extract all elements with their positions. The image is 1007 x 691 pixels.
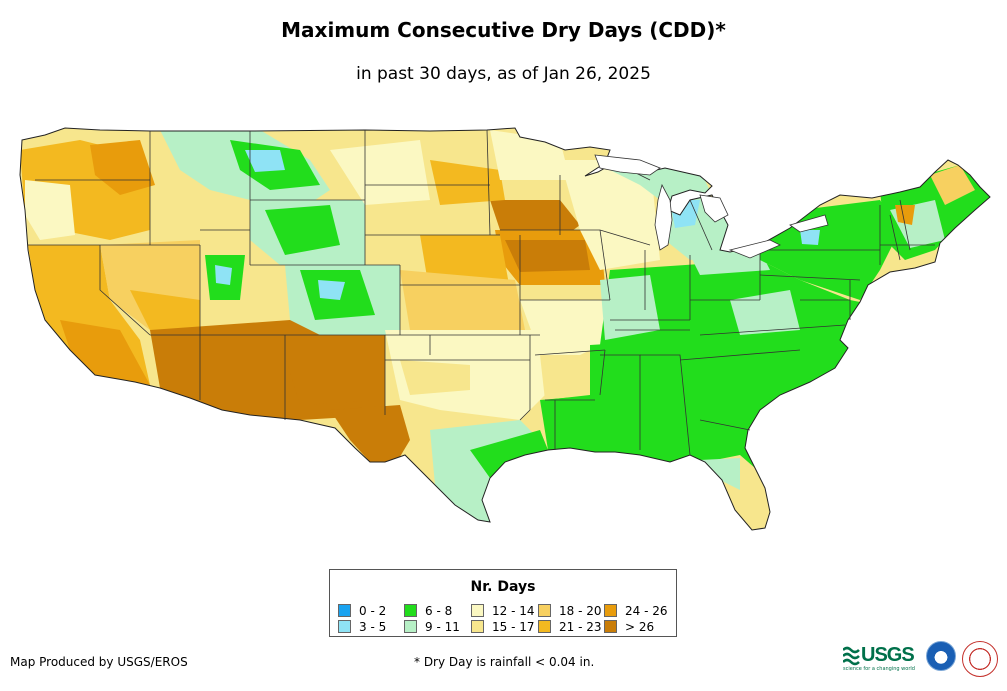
cdd-fill [20, 128, 990, 530]
legend-item: 0 - 2 [338, 604, 386, 618]
usgs-tagline: science for a changing world [843, 666, 915, 672]
legend-swatch [471, 604, 484, 617]
noaa-logo [926, 641, 956, 671]
legend-swatch [538, 620, 551, 633]
legend-item: 24 - 26 [604, 604, 668, 618]
legend-item: 15 - 17 [471, 620, 535, 634]
legend-label: 21 - 23 [559, 620, 602, 634]
legend-item: 12 - 14 [471, 604, 535, 618]
usgs-wave-icon [843, 646, 860, 666]
usgs-logo: USGS science for a changing world [843, 644, 919, 672]
usgs-wordmark: USGS [861, 644, 915, 666]
legend-item: 6 - 8 [404, 604, 452, 618]
great-lakes [594, 154, 829, 259]
legend-label: 24 - 26 [625, 604, 668, 618]
map-title: Maximum Consecutive Dry Days (CDD)* [281, 18, 726, 42]
legend-label: > 26 [625, 620, 655, 634]
footnote-text: * Dry Day is rainfall < 0.04 in. [414, 655, 595, 669]
nws-logo [962, 641, 998, 677]
legend-label: 9 - 11 [425, 620, 460, 634]
legend-item: 21 - 23 [538, 620, 602, 634]
legend-swatch [404, 604, 417, 617]
legend-label: 6 - 8 [425, 604, 453, 618]
legend-title: Nr. Days [470, 579, 536, 595]
legend-item: 9 - 11 [404, 620, 460, 634]
legend: Nr. Days 0 - 2 3 - 5 6 - 8 9 - 11 12 - 1… [329, 569, 677, 637]
credit-text: Map Produced by USGS/EROS [10, 655, 188, 669]
legend-item: 3 - 5 [338, 620, 386, 634]
legend-swatch [604, 620, 617, 633]
legend-label: 3 - 5 [359, 620, 387, 634]
legend-item: 18 - 20 [538, 604, 602, 618]
legend-item: > 26 [604, 620, 654, 634]
legend-label: 18 - 20 [559, 604, 602, 618]
legend-label: 12 - 14 [492, 604, 535, 618]
legend-swatch [404, 620, 417, 633]
map-subtitle: in past 30 days, as of Jan 26, 2025 [356, 64, 651, 84]
legend-label: 15 - 17 [492, 620, 535, 634]
legend-swatch [538, 604, 551, 617]
legend-label: 0 - 2 [359, 604, 387, 618]
legend-swatch [471, 620, 484, 633]
legend-swatch [338, 620, 351, 633]
legend-swatch [338, 604, 351, 617]
legend-swatch [604, 604, 617, 617]
